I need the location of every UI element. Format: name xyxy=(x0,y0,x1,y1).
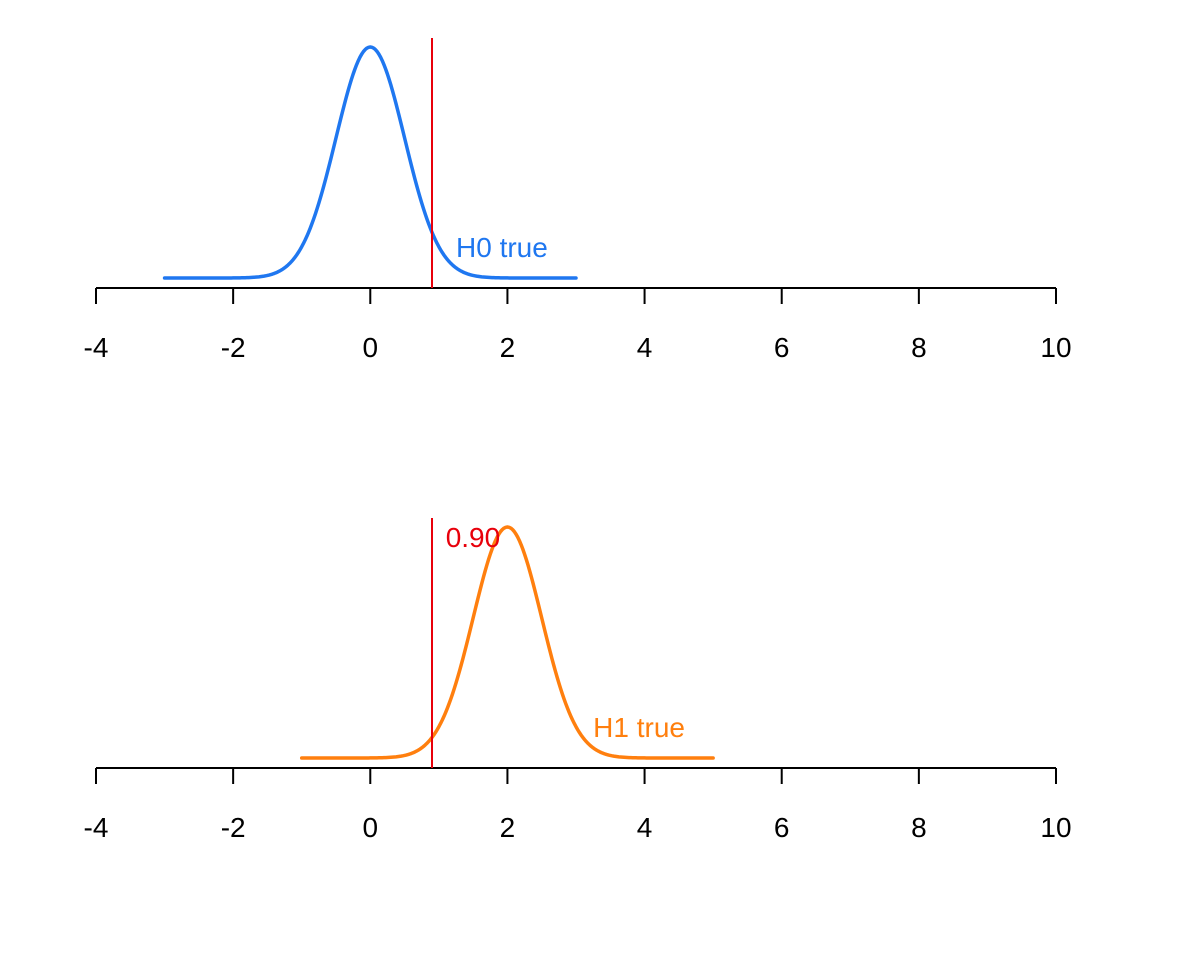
x-tick-label: 0 xyxy=(362,332,378,363)
density-curve-h1-true xyxy=(299,525,715,760)
x-tick-label: 10 xyxy=(1040,812,1071,843)
x-tick-label: 2 xyxy=(500,332,516,363)
h1-panel: -4 -2 0 2 4 6 8 10 H1 true 0.90 xyxy=(84,518,1072,843)
x-tick-label: 4 xyxy=(637,332,653,363)
h0-panel: -4 -2 0 2 4 6 8 10 H0 true xyxy=(84,38,1072,363)
x-tick-label: -2 xyxy=(221,812,246,843)
x-tick-label: 8 xyxy=(911,812,927,843)
x-tick-label: 10 xyxy=(1040,332,1071,363)
x-tick-label: 4 xyxy=(637,812,653,843)
x-tick-label: 6 xyxy=(774,812,790,843)
series-label: H0 true xyxy=(456,232,548,263)
series-label: H1 true xyxy=(593,712,685,743)
x-tick-label: -2 xyxy=(221,332,246,363)
x-tick-label: 0 xyxy=(362,812,378,843)
x-tick-label: 6 xyxy=(774,332,790,363)
x-tick-label: 2 xyxy=(500,812,516,843)
x-tick-label: -4 xyxy=(84,332,109,363)
power-value-label: 0.90 xyxy=(446,522,501,553)
density-curve-h0-true xyxy=(162,45,578,280)
x-tick-label: -4 xyxy=(84,812,109,843)
x-tick-label: 8 xyxy=(911,332,927,363)
